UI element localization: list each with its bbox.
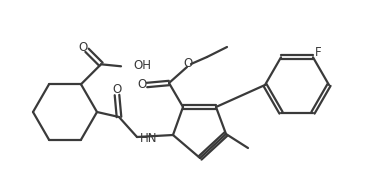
Text: O: O (78, 41, 88, 54)
Text: O: O (137, 78, 147, 90)
Text: OH: OH (133, 59, 151, 72)
Text: O: O (184, 56, 193, 70)
Text: F: F (314, 46, 321, 59)
Text: O: O (113, 83, 122, 95)
Text: HN: HN (140, 132, 157, 145)
